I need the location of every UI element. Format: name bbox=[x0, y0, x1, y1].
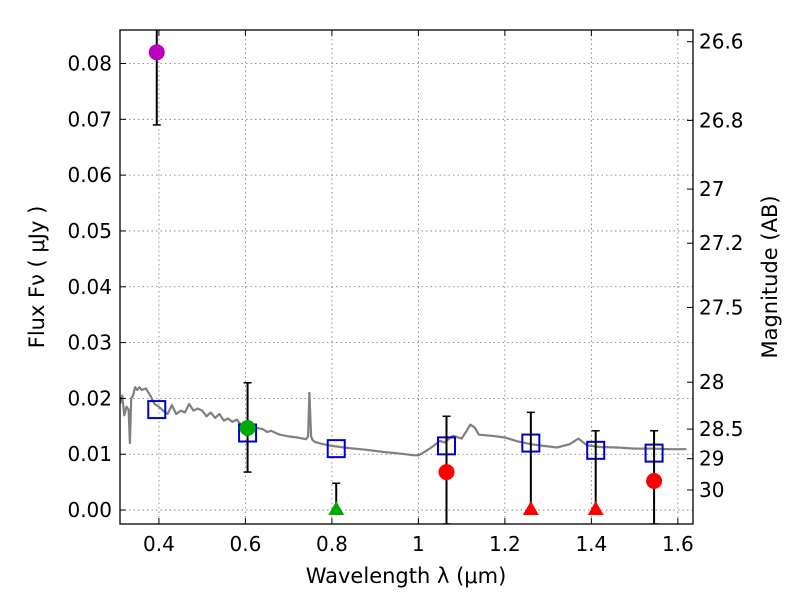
x-tick-label: 0.8 bbox=[316, 532, 348, 556]
x-tick-label: 1.4 bbox=[575, 532, 607, 556]
upper-limit-optical-marker bbox=[328, 501, 345, 516]
magnitude-tick-label: 26.8 bbox=[699, 108, 744, 132]
magnitude-tick-label: 29 bbox=[699, 447, 724, 471]
y-tick-label: 0.01 bbox=[67, 442, 112, 466]
axis-ticks: 0.4 0.6 0.8 1 1.2 1.4 1.6 0.00 0.01 0.02 0.03 0.04 0… bbox=[67, 30, 743, 556]
y-axis-right-label: Magnitude (AB) bbox=[758, 195, 782, 358]
y-tick-label: 0.08 bbox=[67, 51, 112, 75]
detection-uv-point bbox=[148, 44, 165, 61]
x-tick-label: 0.6 bbox=[230, 532, 262, 556]
upper-limit-nir-marker bbox=[522, 501, 539, 516]
y-tick-label: 0.02 bbox=[67, 386, 112, 410]
magnitude-tick-label: 28.5 bbox=[699, 417, 744, 441]
x-tick-label: 1.2 bbox=[489, 532, 521, 556]
model-photometry-square bbox=[147, 400, 167, 420]
y-tick-label: 0.03 bbox=[67, 331, 112, 355]
detection-nir-point bbox=[646, 473, 663, 490]
detection-optical-point bbox=[239, 419, 256, 436]
magnitude-tick-label: 27 bbox=[699, 177, 724, 201]
y-tick-label: 0.06 bbox=[67, 163, 112, 187]
upper-limit-nir-marker bbox=[587, 501, 604, 516]
x-tick-label: 1.6 bbox=[662, 532, 694, 556]
grid bbox=[120, 30, 693, 524]
magnitude-tick-label: 27.2 bbox=[699, 231, 744, 255]
magnitude-tick-label: 27.5 bbox=[699, 295, 744, 319]
y-tick-label: 0.05 bbox=[67, 219, 112, 243]
y-tick-label: 0.07 bbox=[67, 107, 112, 131]
y-tick-label: 0.00 bbox=[67, 498, 112, 522]
x-axis-label: Wavelength λ (μm) bbox=[306, 564, 507, 588]
magnitude-tick-label: 30 bbox=[699, 478, 724, 502]
model-photometry-square bbox=[326, 439, 346, 459]
detection-nir-point bbox=[438, 464, 455, 481]
x-tick-label: 1 bbox=[412, 532, 425, 556]
plot-data bbox=[120, 30, 687, 524]
x-tick-label: 0.4 bbox=[143, 532, 175, 556]
y-axis-label: Flux Fν ( μJy ) bbox=[25, 206, 49, 349]
magnitude-tick-label: 28 bbox=[699, 370, 724, 394]
plot-frame bbox=[119, 29, 694, 525]
magnitude-tick-label: 26.6 bbox=[699, 30, 744, 54]
y-tick-label: 0.04 bbox=[67, 275, 112, 299]
